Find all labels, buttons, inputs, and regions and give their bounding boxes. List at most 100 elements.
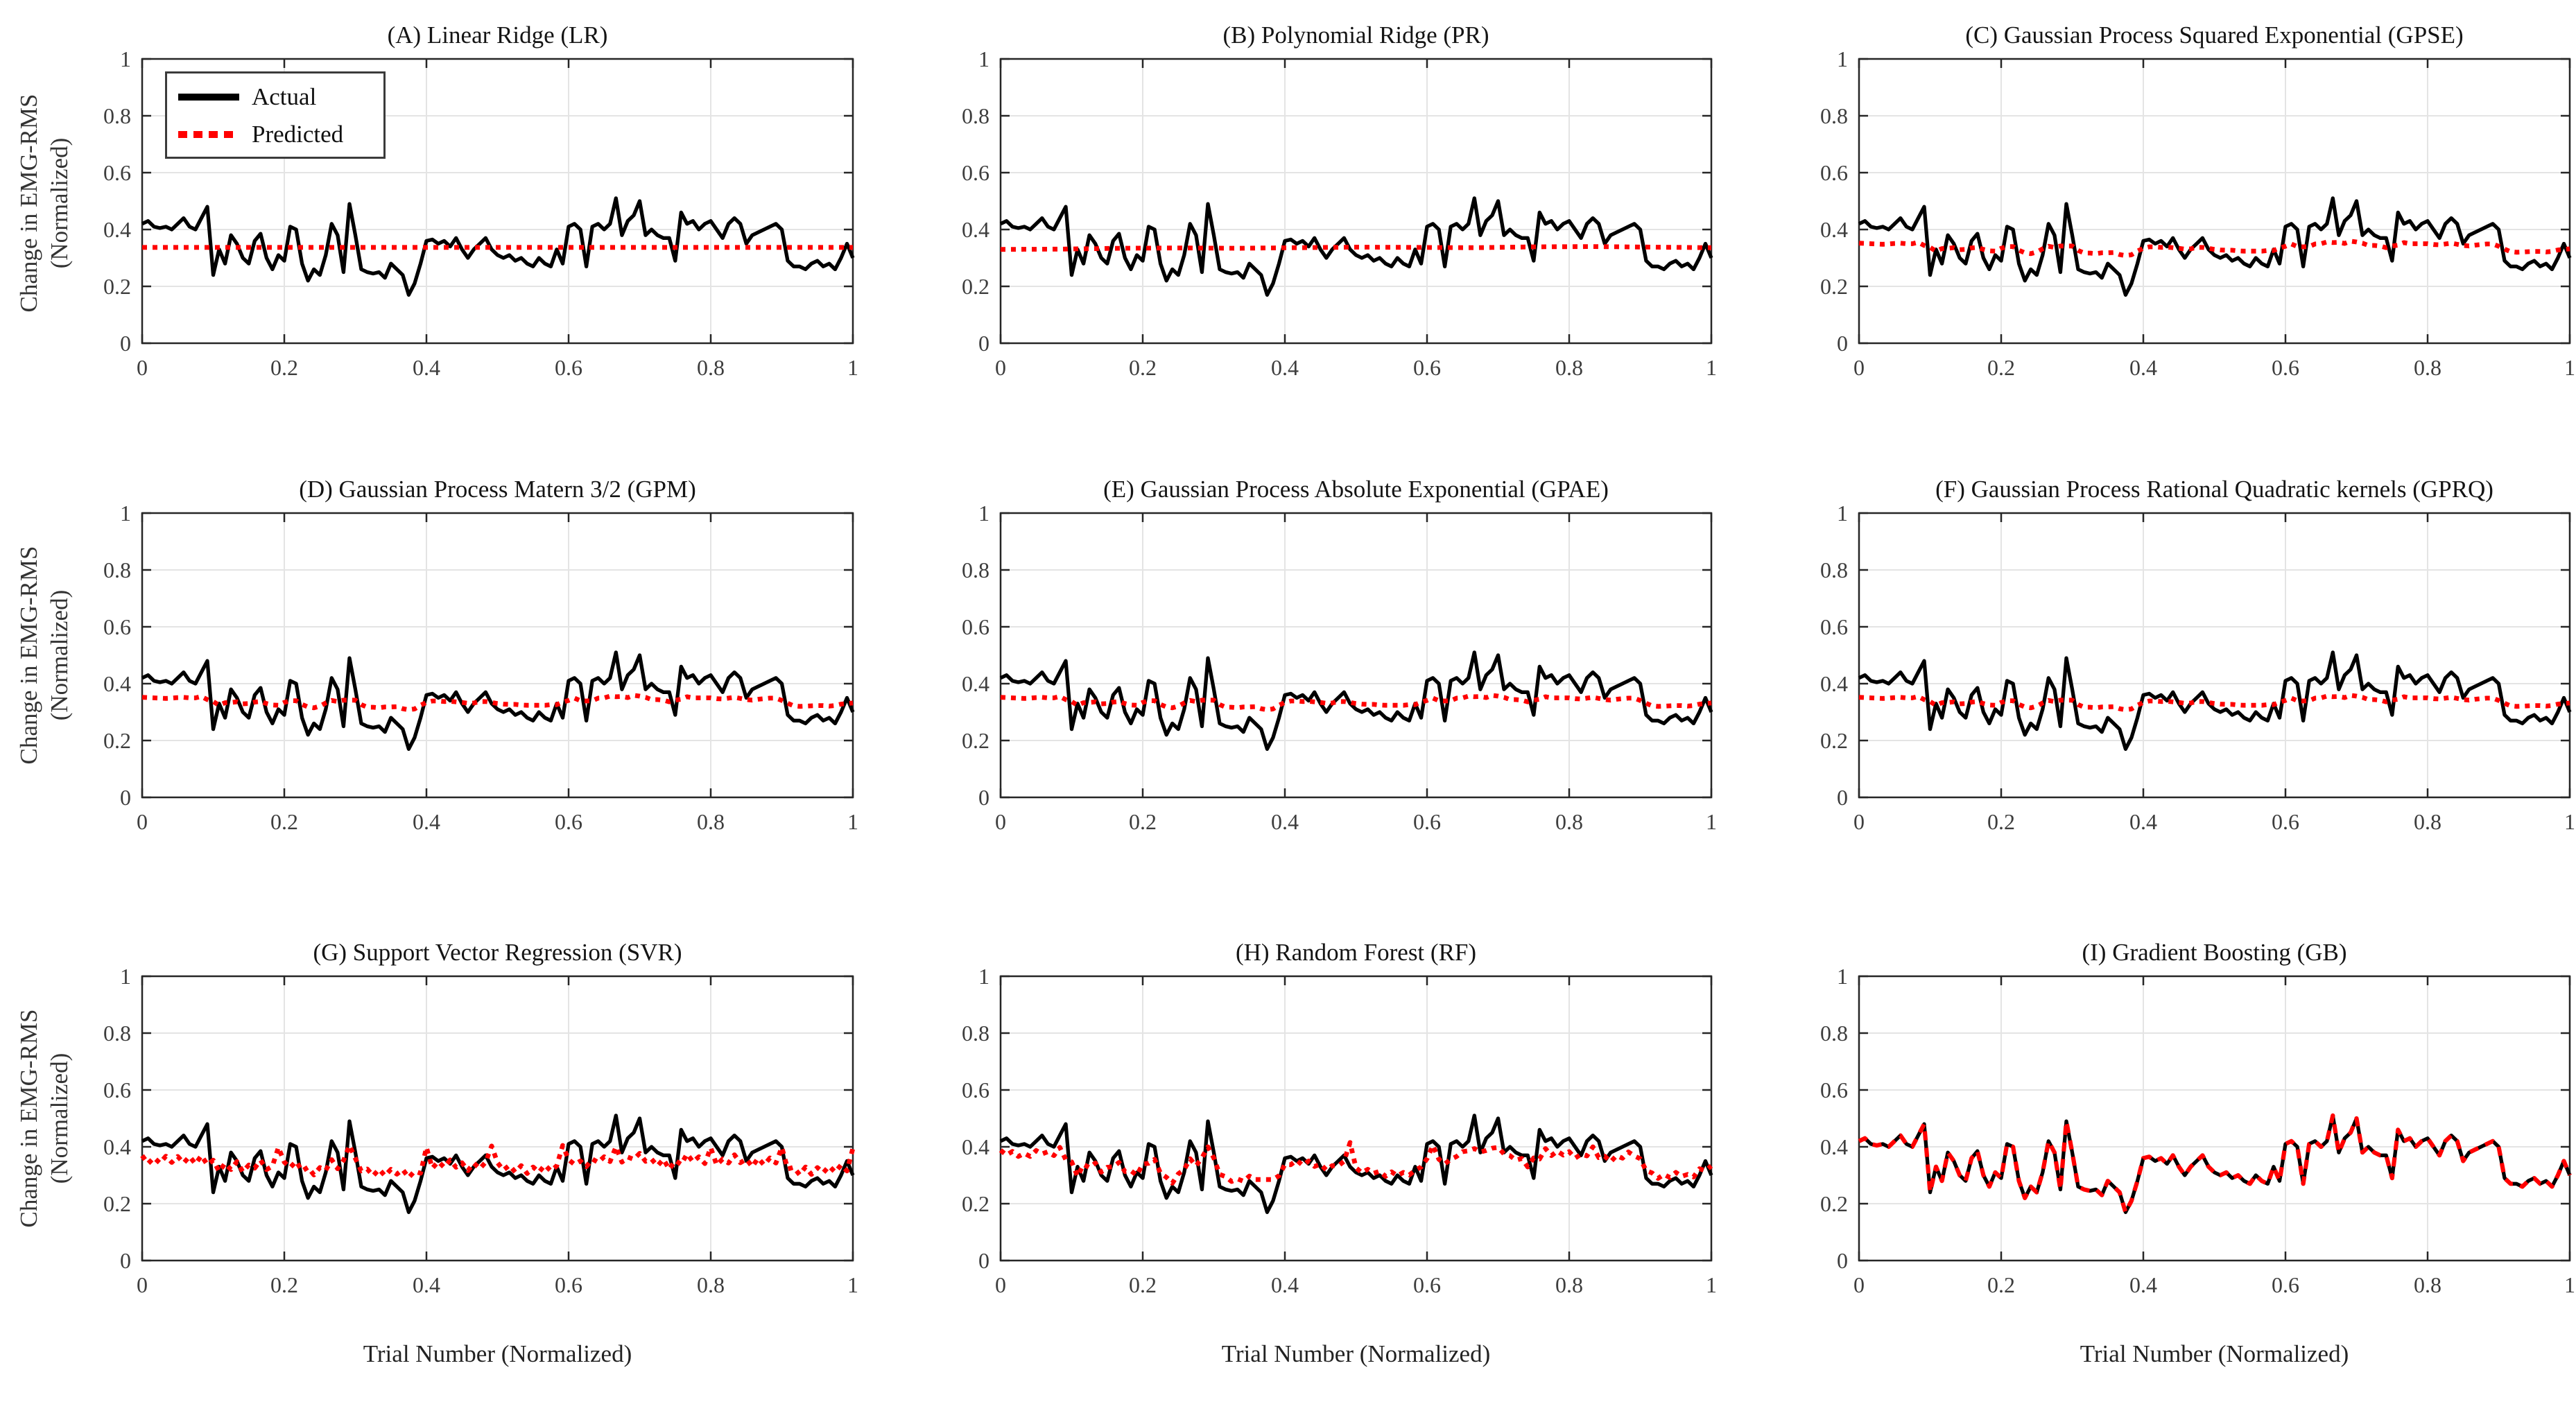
legend-label-predicted: Predicted xyxy=(252,121,344,148)
y-tick-label: 0.2 xyxy=(962,274,989,299)
x-tick-label: 0 xyxy=(1853,1272,1865,1297)
y-tick-label: 0.6 xyxy=(962,614,989,639)
panel-b-title: (B) Polynomial Ridge (PR) xyxy=(1222,21,1489,49)
y-tick-label: 0.8 xyxy=(103,1021,131,1046)
y-tick-label: 0.6 xyxy=(1820,160,1848,185)
x-tick-label: 0 xyxy=(1853,809,1865,834)
predicted-line xyxy=(141,693,854,713)
panel-d-title: (D) Gaussian Process Matern 3/2 (GPM) xyxy=(299,476,696,503)
y-tick-label: 0 xyxy=(1837,331,1848,356)
actual-line xyxy=(1858,1114,2572,1214)
y-tick-label: 0.2 xyxy=(103,1191,131,1216)
predicted-line xyxy=(1858,239,2570,259)
y-tick-label: 0.6 xyxy=(103,614,131,639)
y-tick-label: 0.4 xyxy=(962,1134,989,1159)
panel-b-plot: 0 0.2 0.4 0.6 0.8 1 0 0.2 0.4 0.6 0.8 1 xyxy=(962,46,1717,380)
y-axis-label-row3: Change in EMG-RMS (Normalized) xyxy=(15,1009,73,1228)
actual-line xyxy=(141,650,855,751)
x-tick-label: 0.4 xyxy=(2129,1272,2157,1297)
actual-line xyxy=(999,1114,1713,1214)
x-tick-label: 0.4 xyxy=(413,355,440,380)
y-tick-label: 0 xyxy=(1837,785,1848,810)
panel-c-title: (C) Gaussian Process Squared Exponential… xyxy=(1965,21,2464,49)
x-tick-label: 0.6 xyxy=(2272,809,2299,834)
x-tick-label: 0 xyxy=(1853,355,1865,380)
plot-background xyxy=(1859,976,2570,1261)
x-tick-label: 0.4 xyxy=(1271,809,1299,834)
x-tick-label: 0.8 xyxy=(2414,1272,2441,1297)
x-tick-label: 1 xyxy=(847,355,858,380)
y-tick-label: 0.4 xyxy=(103,1134,131,1159)
panel-g-plot: 0 0.2 0.4 0.6 0.8 1 0 0.2 0.4 0.6 0.8 1 xyxy=(103,964,858,1297)
y-tick-label: 0.8 xyxy=(962,1021,989,1046)
panel-d-plot: 0 0.2 0.4 0.6 0.8 1 0 0.2 0.4 0.6 0.8 1 xyxy=(103,501,858,834)
panel-g-title: (G) Support Vector Regression (SVR) xyxy=(313,939,682,966)
y-tick-label: 0.8 xyxy=(962,557,989,582)
y-tick-label: 0.2 xyxy=(962,1191,989,1216)
y-tick-label: 0.4 xyxy=(1820,1134,1848,1159)
plot-background xyxy=(142,976,853,1261)
x-tick-label: 0.6 xyxy=(555,355,582,380)
y-tick-label: 1 xyxy=(1837,964,1848,989)
plot-box xyxy=(141,58,854,345)
y-tick-label: 1 xyxy=(1837,501,1848,526)
y-tick-label: 0.4 xyxy=(962,671,989,696)
panel-f-plot: 0 0.2 0.4 0.6 0.8 1 0 0.2 0.4 0.6 0.8 1 xyxy=(1820,501,2575,834)
panel-h-title: (H) Random Forest (RF) xyxy=(1235,939,1477,966)
x-tick-label: 0.6 xyxy=(2272,1272,2299,1297)
x-tick-label: 1 xyxy=(847,809,858,834)
x-tick-label: 0 xyxy=(995,355,1006,380)
y-tick-label: 0 xyxy=(978,331,989,356)
y-tick-label: 0.6 xyxy=(962,160,989,185)
x-tick-label: 0 xyxy=(995,1272,1006,1297)
x-tick-label: 0.2 xyxy=(1987,1272,2015,1297)
y-tick-label: 1 xyxy=(120,501,131,526)
x-axis-label-col1: Trial Number (Normalized) xyxy=(363,1340,632,1367)
panel-e-title: (E) Gaussian Process Absolute Exponentia… xyxy=(1103,476,1609,503)
plot-background xyxy=(1001,59,1711,343)
y-tick-label: 0.8 xyxy=(962,103,989,128)
y-tick-label: 0.2 xyxy=(1820,728,1848,753)
actual-line xyxy=(1858,650,2572,751)
x-tick-label: 0.8 xyxy=(697,355,725,380)
y-tick-label: 0.8 xyxy=(103,103,131,128)
x-tick-label: 0.8 xyxy=(2414,809,2441,834)
x-tick-label: 0.8 xyxy=(2414,355,2441,380)
y-tick-label: 1 xyxy=(978,964,989,989)
y-tick-label: 0.4 xyxy=(1820,217,1848,242)
x-tick-label: 0 xyxy=(137,809,148,834)
x-tick-label: 1 xyxy=(1706,1272,1717,1297)
panel-c-plot: 0 0.2 0.4 0.6 0.8 1 0 0.2 0.4 0.6 0.8 1 xyxy=(1820,46,2575,380)
plot-box xyxy=(1858,975,2571,1262)
x-tick-label: 1 xyxy=(1706,355,1717,380)
x-tick-label: 0.2 xyxy=(1129,355,1157,380)
x-tick-label: 1 xyxy=(2564,1272,2575,1297)
plot-background xyxy=(1001,513,1711,797)
actual-line xyxy=(141,196,855,297)
x-tick-label: 0.6 xyxy=(2272,355,2299,380)
x-tick-label: 0 xyxy=(137,1272,148,1297)
legend-label-actual: Actual xyxy=(252,83,317,110)
x-axis-label-col3: Trial Number (Normalized) xyxy=(2080,1340,2349,1367)
predicted-line xyxy=(1001,244,1711,252)
actual-line xyxy=(1858,196,2572,297)
predicted-line xyxy=(999,1140,1713,1186)
legend-row-predicted: Predicted xyxy=(178,121,372,148)
plot-background xyxy=(1859,513,2570,797)
x-tick-label: 0.6 xyxy=(1413,355,1441,380)
actual-line xyxy=(141,1114,855,1214)
y-tick-label: 0.4 xyxy=(1820,671,1848,696)
x-axis-label-col2: Trial Number (Normalized) xyxy=(1221,1340,1491,1367)
plot-box xyxy=(141,975,854,1262)
y-axis-label-row2: Change in EMG-RMS (Normalized) xyxy=(15,546,73,765)
y-tick-label: 0.8 xyxy=(1820,557,1848,582)
y-tick-label: 1 xyxy=(1837,46,1848,71)
x-tick-label: 0.8 xyxy=(1555,1272,1583,1297)
x-tick-label: 0.2 xyxy=(1129,1272,1157,1297)
panel-a-title: (A) Linear Ridge (LR) xyxy=(387,21,608,49)
x-tick-label: 0.4 xyxy=(2129,809,2157,834)
y-tick-label: 0.6 xyxy=(1820,614,1848,639)
y-tick-label: 0.4 xyxy=(103,671,131,696)
x-tick-label: 0.4 xyxy=(413,809,440,834)
